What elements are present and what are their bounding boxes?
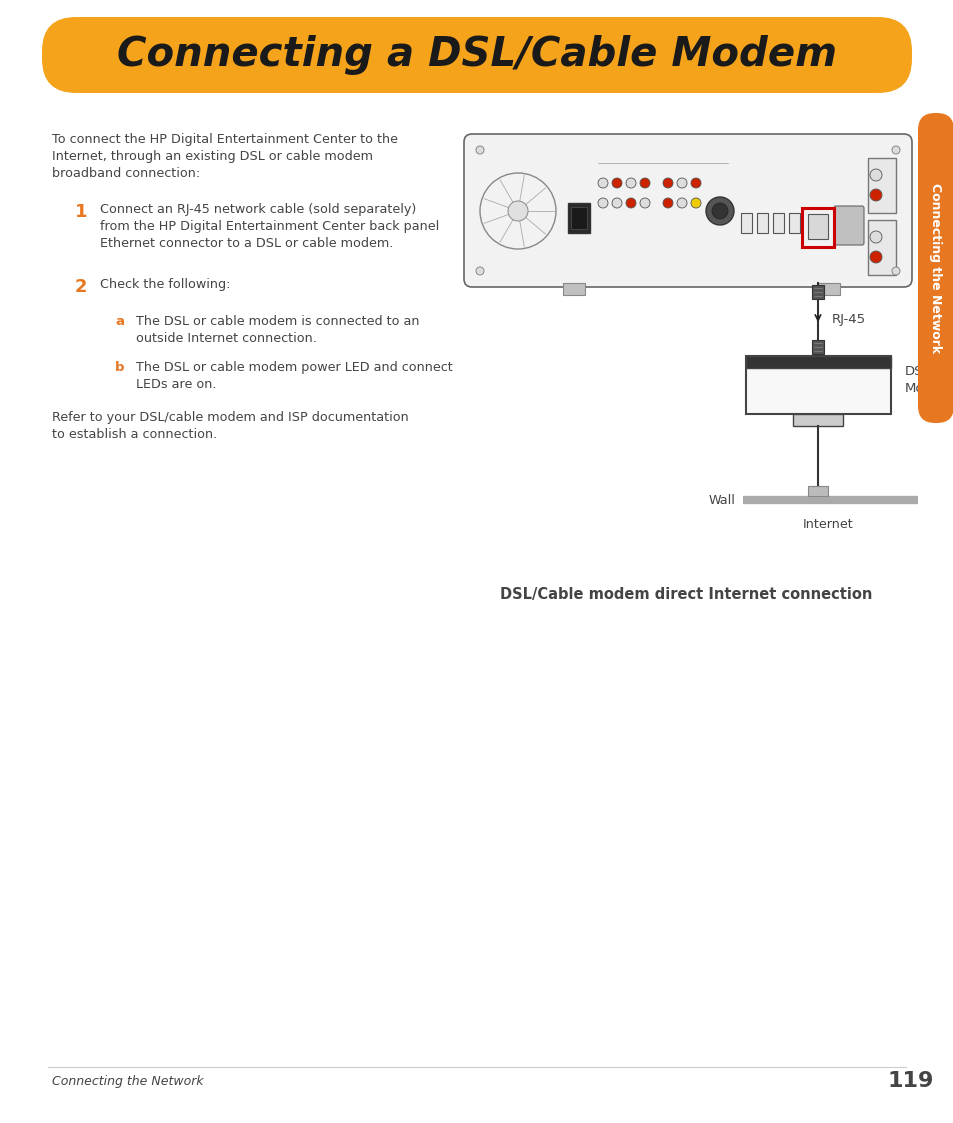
Circle shape <box>625 179 636 188</box>
Bar <box>792 414 842 426</box>
Text: DSL/Cable modem direct Internet connection: DSL/Cable modem direct Internet connecti… <box>499 587 871 603</box>
Circle shape <box>639 179 649 188</box>
Bar <box>745 356 890 414</box>
Bar <box>801 208 833 247</box>
Circle shape <box>476 146 483 154</box>
FancyBboxPatch shape <box>833 206 863 245</box>
Bar <box>772 213 783 232</box>
Circle shape <box>711 203 727 219</box>
Text: a: a <box>115 314 124 328</box>
Bar <box>807 214 827 239</box>
Circle shape <box>891 267 899 275</box>
Bar <box>867 158 895 213</box>
Circle shape <box>677 198 686 208</box>
Text: Connecting the Network: Connecting the Network <box>928 183 942 353</box>
Text: 1: 1 <box>75 203 88 221</box>
Circle shape <box>690 179 700 188</box>
Text: To connect the HP Digital Entertainment Center to the
Internet, through an exist: To connect the HP Digital Entertainment … <box>52 133 397 180</box>
Circle shape <box>612 179 621 188</box>
Circle shape <box>507 201 527 221</box>
Bar <box>867 220 895 275</box>
Bar <box>817 283 840 295</box>
Circle shape <box>639 198 649 208</box>
Text: The DSL or cable modem power LED and connect
LEDs are on.: The DSL or cable modem power LED and con… <box>136 360 453 391</box>
Text: 2: 2 <box>75 279 88 296</box>
FancyBboxPatch shape <box>917 113 953 423</box>
Text: RJ-45: RJ-45 <box>831 312 865 326</box>
Text: 119: 119 <box>887 1071 933 1092</box>
Circle shape <box>869 168 882 181</box>
Circle shape <box>869 231 882 243</box>
Circle shape <box>869 189 882 201</box>
Bar <box>562 283 584 295</box>
Circle shape <box>612 198 621 208</box>
Text: Connect an RJ-45 network cable (sold separately)
from the HP Digital Entertainme: Connect an RJ-45 network cable (sold sep… <box>100 203 438 250</box>
Circle shape <box>598 179 607 188</box>
Bar <box>745 356 890 368</box>
Circle shape <box>677 179 686 188</box>
FancyBboxPatch shape <box>42 17 911 93</box>
Circle shape <box>476 267 483 275</box>
Text: DSL/Cable
Modem: DSL/Cable Modem <box>904 365 953 395</box>
FancyBboxPatch shape <box>463 134 911 287</box>
Bar <box>740 213 751 232</box>
Circle shape <box>662 179 672 188</box>
Text: The DSL or cable modem is connected to an
outside Internet connection.: The DSL or cable modem is connected to a… <box>136 314 419 345</box>
Text: Internet: Internet <box>801 518 853 531</box>
Circle shape <box>869 252 882 263</box>
Circle shape <box>690 198 700 208</box>
Bar <box>811 340 823 354</box>
Circle shape <box>598 198 607 208</box>
Bar <box>811 285 823 299</box>
Bar <box>567 203 589 232</box>
Text: Connecting a DSL/Cable Modem: Connecting a DSL/Cable Modem <box>117 35 836 75</box>
Circle shape <box>662 198 672 208</box>
Circle shape <box>705 197 733 225</box>
Text: Wall: Wall <box>707 493 734 506</box>
Text: b: b <box>115 360 125 374</box>
Text: Check the following:: Check the following: <box>100 279 231 291</box>
Bar <box>807 486 827 496</box>
Bar <box>757 213 767 232</box>
Bar <box>788 213 800 232</box>
Circle shape <box>625 198 636 208</box>
Text: Connecting the Network: Connecting the Network <box>52 1075 203 1087</box>
Bar <box>571 207 586 229</box>
Text: Refer to your DSL/cable modem and ISP documentation
to establish a connection.: Refer to your DSL/cable modem and ISP do… <box>52 411 408 441</box>
Circle shape <box>891 146 899 154</box>
